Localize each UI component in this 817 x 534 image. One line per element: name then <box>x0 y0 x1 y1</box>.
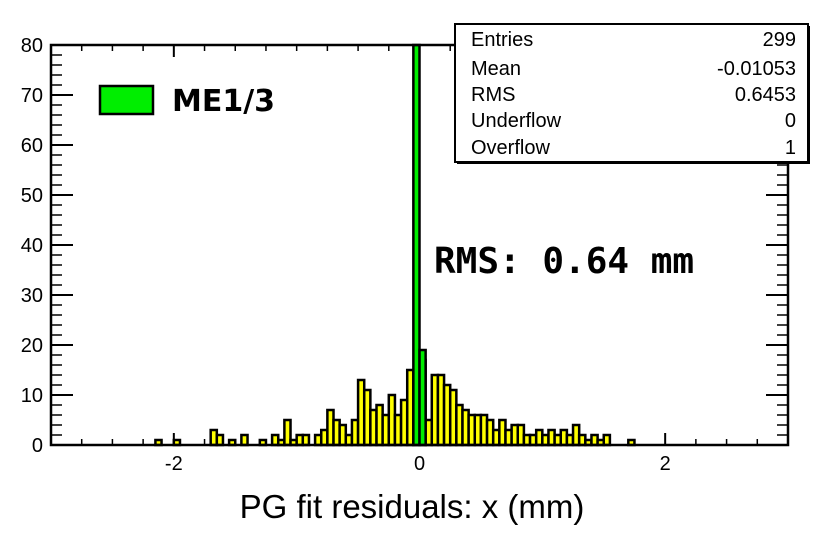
stats-box-shadow <box>807 26 810 164</box>
yellow-histogram-bin <box>215 433 225 447</box>
green-histogram-bin <box>418 348 427 447</box>
y-tick-label: 0 <box>32 435 43 457</box>
y-tick-label: 40 <box>21 235 43 257</box>
x-tick-label: 0 <box>414 453 425 475</box>
stats-entries-value: 299 <box>763 29 796 51</box>
yellow-histogram-bin <box>240 433 249 447</box>
x-tick-label: 2 <box>660 453 671 475</box>
stats-overflow-label: Overflow <box>471 137 550 159</box>
stats-underflow-value: 0 <box>785 110 796 132</box>
y-tick-label: 70 <box>21 85 43 107</box>
axis-ticks <box>50 44 789 446</box>
stats-box: Entries 299 Mean -0.01053 RMS 0.6453 Und… <box>454 23 810 164</box>
x-axis-title: PG fit residuals: x (mm) <box>240 488 585 525</box>
green-series <box>412 43 427 447</box>
stats-mean-value: -0.01053 <box>717 58 796 80</box>
x-tick-label: -2 <box>165 453 183 475</box>
yellow-histogram-bin <box>301 433 311 447</box>
yellow-series <box>154 358 636 447</box>
stats-overflow-value: 1 <box>785 137 796 159</box>
legend: ME1/3 <box>98 84 275 119</box>
y-tick-label: 10 <box>21 385 43 407</box>
y-tick-label: 60 <box>21 135 43 157</box>
y-tick-label: 30 <box>21 285 43 307</box>
stats-entries-label: Entries <box>471 29 533 51</box>
stats-rms-label: RMS <box>471 84 515 106</box>
rms-annotation: RMS: 0.64 mm <box>434 241 694 282</box>
y-tick-label: 20 <box>21 335 43 357</box>
stats-rms-value: 0.6453 <box>735 84 796 106</box>
y-tick-label: 80 <box>21 35 43 57</box>
legend-label: ME1/3 <box>172 84 275 119</box>
axis-tick-labels: 0 10 20 30 40 50 60 70 80 -2 0 2 <box>21 35 671 475</box>
yellow-histogram-bin <box>602 433 612 447</box>
y-tick-label: 50 <box>21 185 43 207</box>
legend-swatch <box>98 84 155 116</box>
stats-underflow-label: Underflow <box>471 110 562 132</box>
stats-box-shadow-bottom <box>457 161 810 164</box>
stats-mean-label: Mean <box>471 58 521 80</box>
